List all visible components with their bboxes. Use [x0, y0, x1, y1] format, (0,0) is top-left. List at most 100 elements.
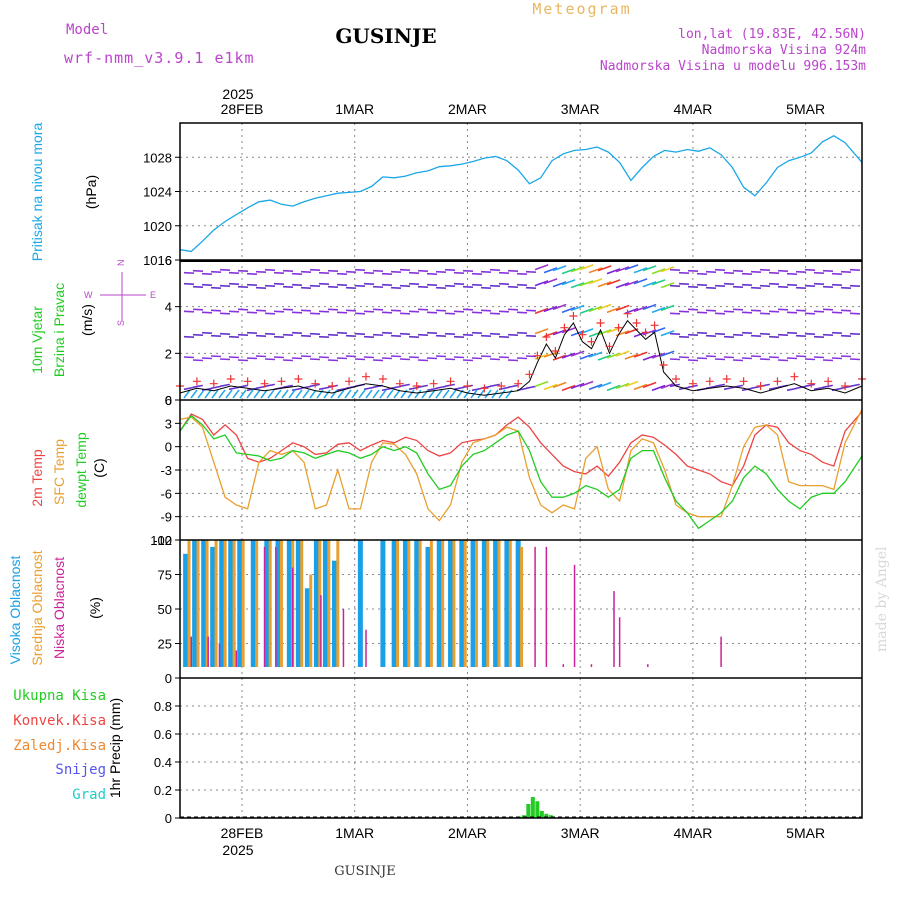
wind-barb: [471, 387, 482, 392]
pressure-unit: (hPa): [83, 175, 99, 209]
cloud-bar: [218, 643, 221, 667]
pressure-ytick-label: 1020: [143, 219, 172, 234]
meteogram-label: Meteogram: [532, 0, 631, 18]
wind-barb-low: [197, 389, 205, 399]
top-tick-28FEB: 28FEB: [221, 101, 264, 117]
cloud-bar: [407, 540, 411, 667]
panel-borders: [179, 122, 863, 819]
cloud-bar: [357, 540, 363, 667]
cloud-ylabel-a: Visoka Oblacnost: [7, 556, 23, 665]
compass-w: W: [84, 290, 93, 300]
wind-barb: [498, 386, 509, 391]
wind-barb: [336, 387, 347, 392]
wind-barb: [624, 280, 639, 287]
wind-barb: [633, 383, 648, 391]
wind-barb: [597, 329, 612, 336]
cloud-bar: [429, 540, 433, 667]
wind-barb: [525, 385, 536, 390]
temp-ytick-label: -12: [153, 533, 172, 548]
cloud-bar: [190, 636, 193, 667]
wind-gust-mark: [243, 377, 252, 386]
model-label: Model: [66, 22, 108, 38]
wind-barb-low: [288, 389, 296, 399]
precip-ytick-label: 0.4: [154, 755, 172, 770]
wind-barb: [579, 280, 594, 287]
wind-barb: [552, 381, 567, 389]
wind-gust-mark: [578, 330, 587, 339]
wind-barb: [507, 384, 518, 389]
wind-gust-mark: [463, 382, 472, 390]
cloud-bar: [320, 595, 322, 667]
wind-barb: [363, 386, 374, 391]
cloud-bar: [618, 617, 621, 667]
wind-barb: [840, 385, 851, 390]
wind-ytick-label: 4: [165, 300, 172, 315]
wind-barb: [651, 268, 666, 275]
wind-barb-low: [183, 389, 191, 399]
cloud-bar: [322, 540, 328, 667]
wind-barb-low: [358, 389, 366, 399]
wind-barb: [597, 265, 612, 272]
temp-ytick-label: -3: [160, 463, 172, 478]
cloud-bar: [313, 540, 319, 667]
cloud-bar: [441, 540, 445, 667]
wind-barb: [588, 331, 603, 338]
wind-barb-low: [239, 389, 247, 399]
cloud-bar: [304, 588, 310, 667]
wind-barb: [579, 307, 594, 315]
wind-barb: [660, 330, 675, 337]
wind-barb-low: [449, 389, 457, 399]
wind-barb: [561, 327, 576, 334]
cloud-bar: [235, 650, 238, 667]
cloud-bar: [342, 609, 345, 667]
cloud-bar: [481, 540, 487, 667]
top-tick-1MAR: 1MAR: [335, 101, 374, 117]
cloud-bar: [228, 540, 234, 667]
wind-gust-mark: [525, 370, 534, 379]
cloud-bar: [205, 540, 209, 667]
bottom-tick-1MAR: 1MAR: [335, 825, 374, 841]
wind-barb: [282, 384, 293, 389]
cloud-bar: [613, 591, 615, 667]
temp-panel: -12 -9 -6 -3 0 3 6: [153, 393, 863, 548]
wind-barb: [633, 267, 648, 274]
cloud-bar: [380, 540, 386, 667]
wind-gust-mark: [705, 377, 714, 386]
wind-barb-low: [225, 389, 233, 399]
top-tick-3MAR: 3MAR: [561, 101, 600, 117]
wind-barb: [381, 387, 392, 392]
wind-barb: [786, 387, 797, 392]
wind-barb: [660, 266, 675, 273]
wind-gust-mark: [378, 375, 387, 383]
wind-gust-mark: [722, 375, 731, 383]
wind-barb: [606, 352, 621, 359]
compass-rose: N S W E: [84, 260, 156, 327]
precip-legend-3: Snijeg: [55, 762, 106, 778]
wind-ylabel-2: Brzina i Pravac: [51, 283, 67, 377]
wind-barb-low: [295, 389, 303, 399]
wind-gust-mark: [641, 328, 650, 337]
cloud-bar: [534, 546, 536, 667]
wind-barb-low: [253, 389, 261, 399]
wind-gust-mark: [650, 321, 659, 330]
wind-barb: [561, 352, 576, 359]
wind-barb: [561, 384, 576, 392]
wind-barb-low: [435, 389, 443, 399]
wind-gust-mark: [807, 379, 816, 388]
wind-gust-mark: [480, 384, 489, 393]
wind-barb: [552, 281, 567, 288]
wind-gust-mark: [841, 382, 850, 390]
wind-gust-mark: [569, 312, 578, 320]
wind-barb: [570, 382, 585, 390]
clouds-panel: 0 25 50 75 100: [150, 533, 862, 686]
wind-barb: [849, 383, 860, 388]
bottom-tick-2MAR: 2MAR: [448, 825, 487, 841]
cloud-bar: [232, 540, 236, 667]
wind-gust-mark: [773, 377, 782, 386]
wind-barb: [318, 386, 329, 391]
wind-barb: [750, 385, 761, 390]
precip-panel: 0 0.2 0.4 0.6 0.8: [154, 678, 862, 826]
wind-barb: [660, 282, 675, 289]
wind-barb: [633, 351, 648, 358]
clouds-ytick-label: 25: [158, 637, 172, 652]
